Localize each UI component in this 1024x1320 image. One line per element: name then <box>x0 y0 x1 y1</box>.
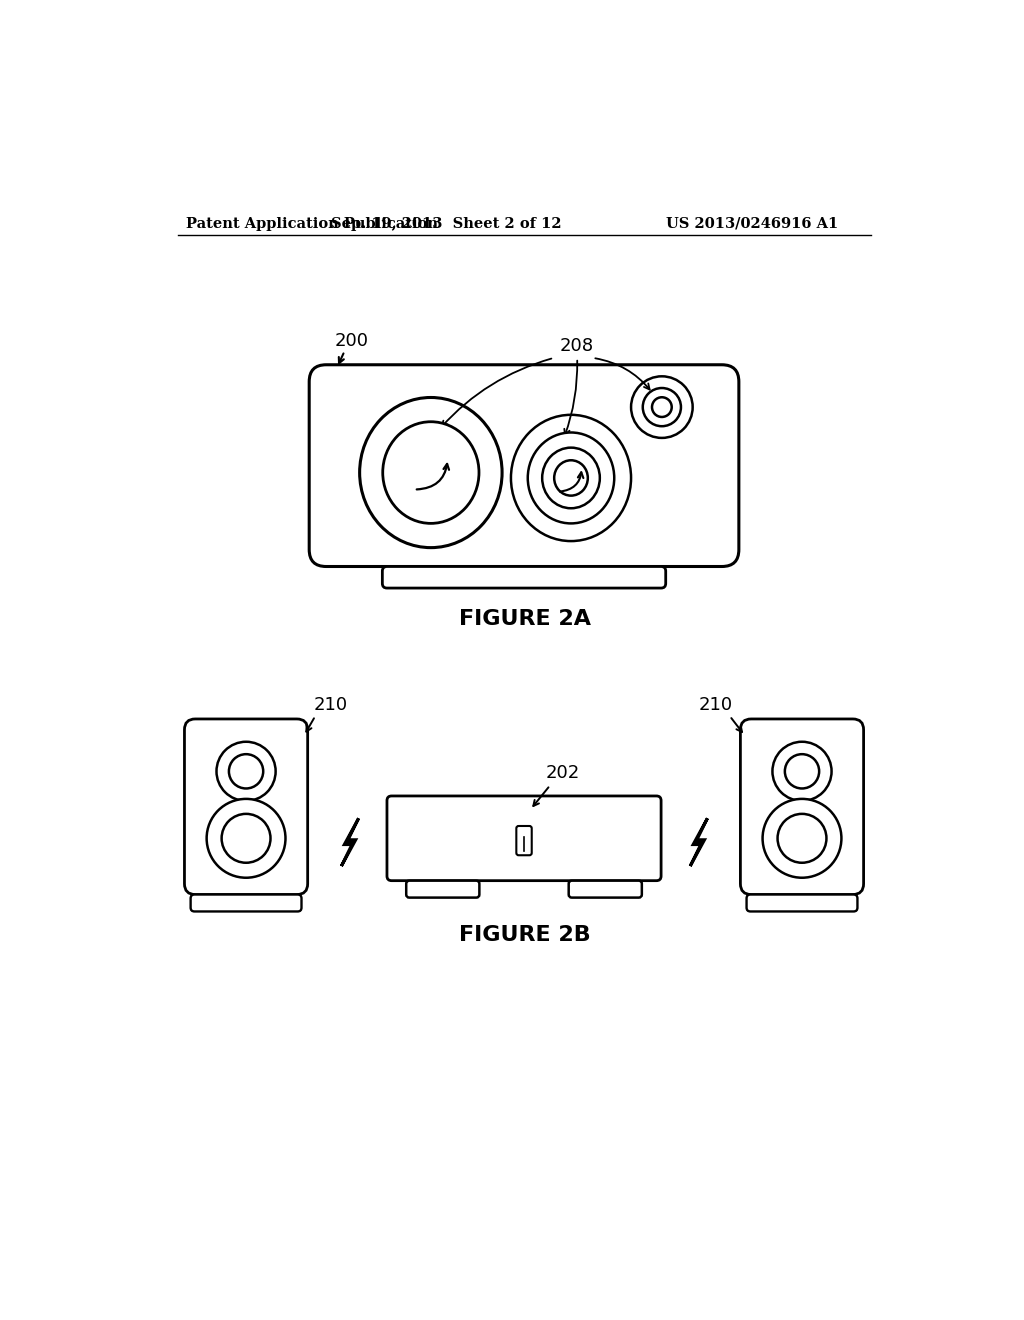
Ellipse shape <box>554 461 588 495</box>
Text: 200: 200 <box>335 331 369 350</box>
Text: FIGURE 2A: FIGURE 2A <box>459 609 591 628</box>
Ellipse shape <box>229 754 263 788</box>
FancyBboxPatch shape <box>516 826 531 855</box>
FancyBboxPatch shape <box>190 895 301 911</box>
FancyBboxPatch shape <box>184 719 307 895</box>
Text: 210: 210 <box>698 696 733 714</box>
Polygon shape <box>690 818 708 866</box>
Ellipse shape <box>511 414 631 541</box>
FancyBboxPatch shape <box>568 880 642 898</box>
Ellipse shape <box>784 754 819 788</box>
Ellipse shape <box>772 742 831 801</box>
Ellipse shape <box>777 814 826 863</box>
Text: Patent Application Publication: Patent Application Publication <box>186 216 438 231</box>
FancyBboxPatch shape <box>309 364 739 566</box>
Ellipse shape <box>542 447 600 508</box>
FancyBboxPatch shape <box>407 880 479 898</box>
Text: 208: 208 <box>560 337 594 355</box>
Ellipse shape <box>643 388 681 426</box>
Text: FIGURE 2B: FIGURE 2B <box>459 924 591 945</box>
Ellipse shape <box>383 422 479 524</box>
Text: US 2013/0246916 A1: US 2013/0246916 A1 <box>666 216 838 231</box>
Text: Sep. 19, 2013  Sheet 2 of 12: Sep. 19, 2013 Sheet 2 of 12 <box>331 216 561 231</box>
FancyBboxPatch shape <box>387 796 662 880</box>
FancyBboxPatch shape <box>746 895 857 911</box>
Ellipse shape <box>527 433 614 524</box>
Ellipse shape <box>359 397 502 548</box>
Ellipse shape <box>631 376 692 438</box>
Ellipse shape <box>652 397 672 417</box>
Polygon shape <box>341 818 358 866</box>
Text: 210: 210 <box>313 696 348 714</box>
Ellipse shape <box>216 742 275 801</box>
Ellipse shape <box>763 799 842 878</box>
Text: 202: 202 <box>546 764 580 781</box>
Ellipse shape <box>207 799 286 878</box>
FancyBboxPatch shape <box>382 566 666 589</box>
FancyBboxPatch shape <box>740 719 863 895</box>
Ellipse shape <box>221 814 270 863</box>
